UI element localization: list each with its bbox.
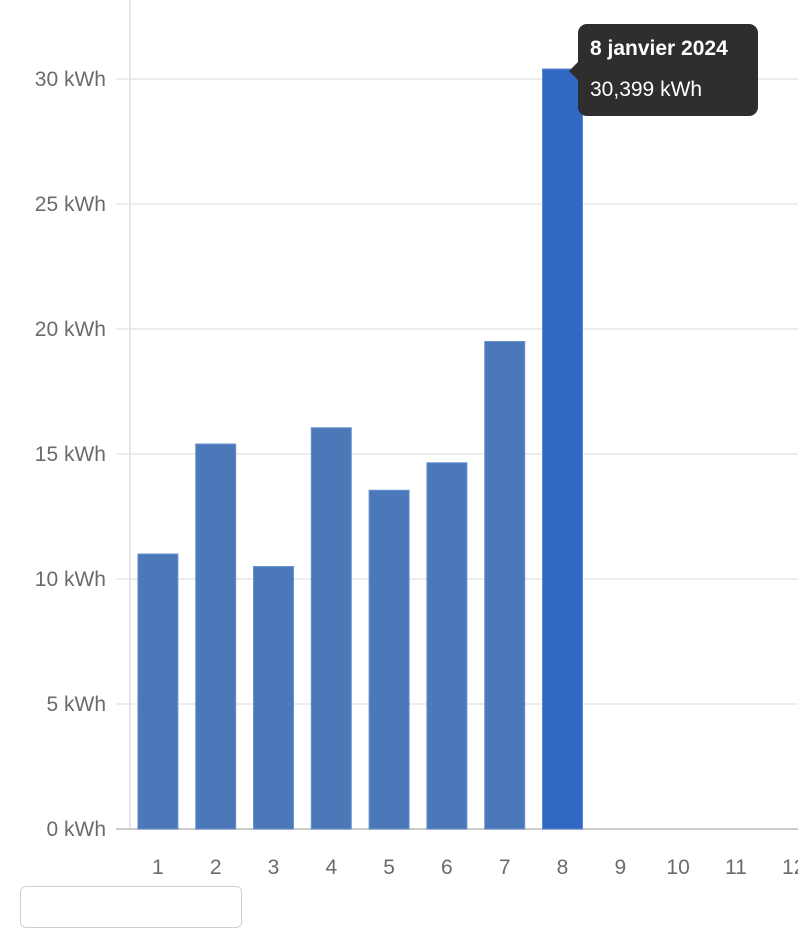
y-tick-label: 0 kWh [46, 818, 106, 841]
tooltip-value: 30,399 kWh [590, 78, 703, 101]
y-tick-label: 20 kWh [35, 318, 106, 341]
bar-8[interactable] [542, 68, 583, 830]
x-tick-label: 7 [499, 856, 511, 879]
x-tick-label: 9 [614, 856, 626, 879]
period-selector[interactable] [20, 886, 242, 928]
bar-1[interactable] [137, 553, 179, 830]
tooltip: 8 janvier 2024 30,399 kWh [569, 24, 758, 116]
y-tick-label: 10 kWh [35, 568, 106, 591]
y-tick-label: 15 kWh [35, 443, 106, 466]
x-tick-label: 10 [666, 856, 689, 879]
x-tick-label: 6 [441, 856, 453, 879]
bar-6[interactable] [426, 462, 468, 830]
bar-4[interactable] [310, 427, 352, 830]
x-tick-label: 1 [152, 856, 164, 879]
bar-5[interactable] [368, 489, 410, 830]
bar-7[interactable] [484, 341, 526, 830]
x-tick-label: 3 [268, 856, 280, 879]
x-tick-label: 2 [210, 856, 222, 879]
bar-2[interactable] [195, 443, 237, 830]
tooltip-title: 8 janvier 2024 [590, 37, 728, 60]
y-tick-label: 25 kWh [35, 193, 106, 216]
bar-3[interactable] [253, 566, 294, 830]
y-axis-ticks: 0 kWh 5 kWh 10 kWh 15 kWh 20 kWh 25 kWh 30 kWh [35, 68, 106, 841]
y-tick-label: 30 kWh [35, 68, 106, 91]
bars [137, 68, 583, 830]
x-tick-label: 12 [782, 856, 798, 879]
x-tick-label: 4 [325, 856, 337, 879]
x-tick-label: 5 [383, 856, 395, 879]
x-tick-label: 11 [725, 856, 747, 879]
x-tick-label: 8 [557, 856, 569, 879]
x-axis-ticks: 123456789101112 [152, 856, 798, 879]
y-tick-label: 5 kWh [46, 693, 106, 716]
